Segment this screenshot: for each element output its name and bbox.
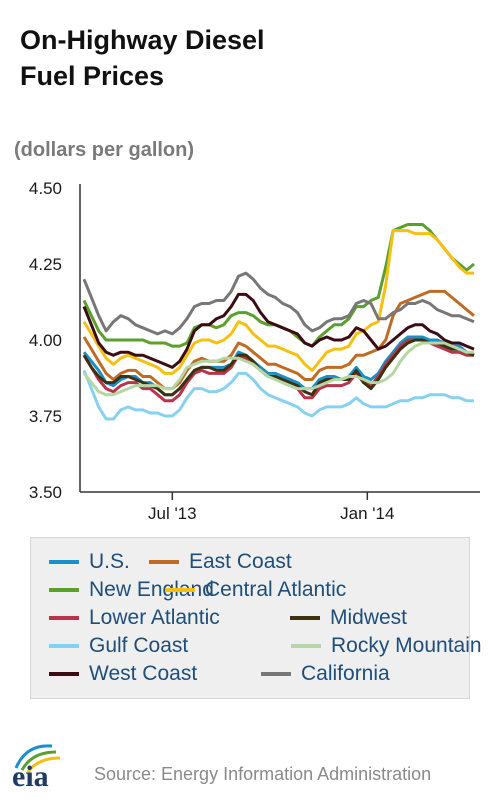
legend-swatch: [49, 644, 79, 648]
legend-label: Lower Atlantic: [89, 606, 220, 629]
eia-logo: eia: [12, 744, 61, 792]
y-tick-label: 4.50: [29, 179, 62, 198]
legend-swatch: [290, 616, 320, 620]
legend-item-new-england: New England: [49, 578, 214, 602]
legend-label: U.S.: [89, 550, 130, 573]
y-tick-label: 3.75: [29, 407, 62, 426]
chart-title-line-1: On-Highway Diesel: [20, 25, 265, 55]
legend-item-gulf-coast: Gulf Coast: [49, 634, 188, 658]
legend-swatch: [165, 588, 195, 592]
logo-text: eia: [12, 760, 49, 792]
series-line-west-coast: [82, 292, 475, 369]
series-line-u-s: [82, 335, 475, 397]
legend-swatch: [49, 560, 79, 564]
legend-swatch: [49, 616, 79, 620]
unit-label: (dollars per gallon): [14, 139, 195, 161]
legend-label: California: [301, 662, 390, 685]
y-axis-ticks: 4.50 4.25 4.00 3.75 3.50: [29, 179, 62, 502]
legend-item-u-s: U.S.: [49, 550, 130, 574]
logo-arc-green: [20, 750, 57, 771]
series-line-east-coast: [82, 289, 475, 391]
chart-axes: [79, 184, 480, 493]
legend-label: West Coast: [89, 662, 198, 685]
legend-item-central-atlantic: Central Atlantic: [165, 578, 346, 602]
legend-swatch: [49, 588, 79, 592]
chart-title-line-2: Fuel Prices: [20, 61, 165, 91]
legend-label: Rocky Mountain: [331, 634, 482, 657]
legend: U.S. East Coast New England Central Atlanti…: [30, 537, 482, 699]
logo-arc-yellow: [26, 756, 61, 773]
legend-swatch: [49, 672, 79, 676]
legend-item-midwest: Midwest: [290, 606, 407, 630]
legend-swatch: [261, 672, 291, 676]
line-chart: 4.50 4.25 4.00 3.75 3.50 Jul '13 Jan '14: [29, 179, 480, 523]
series-line-california: [82, 271, 475, 336]
legend-item-lower-atlantic: Lower Atlantic: [49, 606, 220, 630]
legend-item-california: California: [261, 662, 390, 686]
series-lines: [82, 223, 475, 421]
x-tick-label: Jul '13: [148, 504, 197, 523]
legend-label: New England: [89, 578, 214, 601]
legend-label: Gulf Coast: [89, 634, 189, 657]
x-axis-ticks: Jul '13 Jan '14: [148, 492, 394, 523]
legend-label: East Coast: [189, 550, 292, 573]
y-tick-label: 4.00: [29, 331, 62, 350]
series-line-gulf-coast: [82, 369, 474, 421]
legend-item-rocky-mountain: Rocky Mountain: [291, 634, 482, 658]
source-note: Source: Energy Information Administratio…: [94, 764, 432, 784]
y-tick-label: 3.50: [29, 483, 62, 502]
x-tick-label: Jan '14: [340, 504, 394, 523]
series-line-rocky-mountain: [82, 341, 474, 397]
footer: eia Source: Energy Information Administr…: [8, 742, 498, 792]
y-tick-label: 4.25: [29, 255, 62, 274]
legend-label: Central Atlantic: [205, 578, 347, 601]
legend-item-east-coast: East Coast: [149, 550, 292, 574]
logo-arc-blue: [14, 744, 53, 769]
series-line-central-atlantic: [82, 229, 474, 375]
legend-swatch: [291, 644, 321, 648]
legend-swatch: [149, 560, 179, 564]
chart-title: On-Highway Diesel Fuel Prices: [20, 22, 480, 94]
legend-label: Midwest: [330, 606, 408, 629]
legend-item-west-coast: West Coast: [49, 662, 197, 686]
